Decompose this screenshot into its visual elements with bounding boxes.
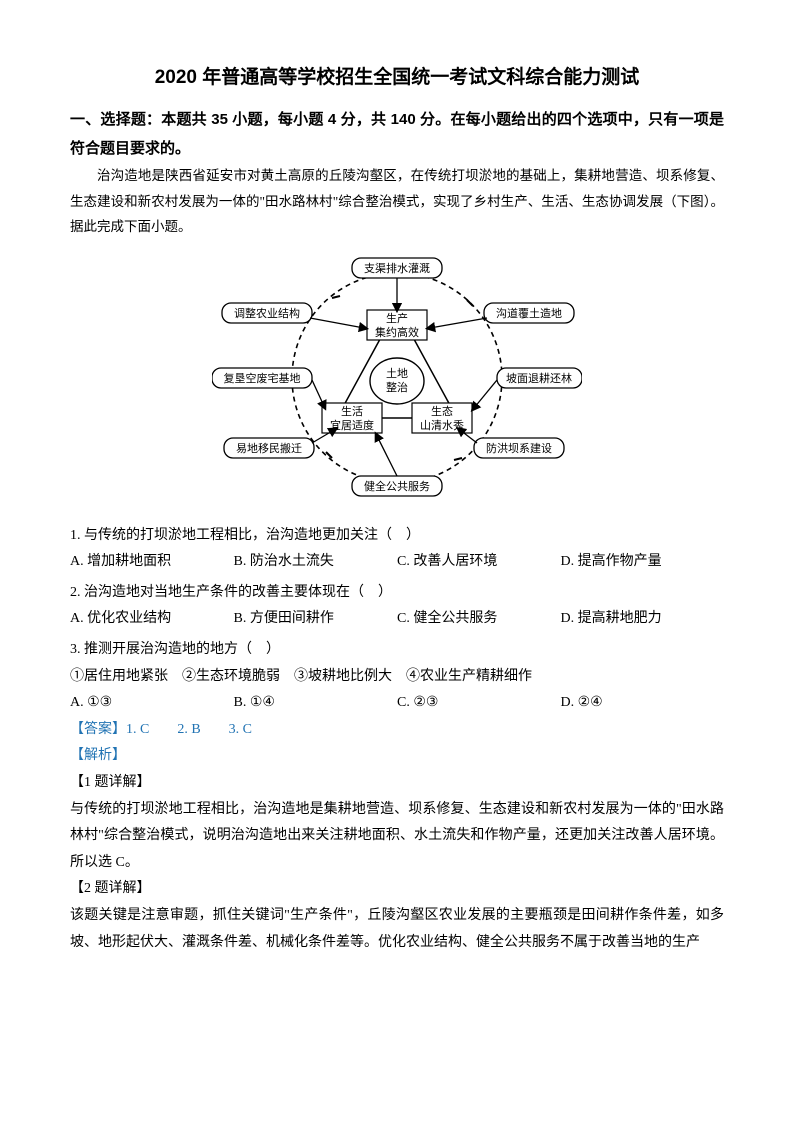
outer-1: 沟道覆土造地	[496, 306, 562, 320]
q1-opt-a: A. 增加耕地面积	[70, 549, 234, 576]
tri-top-2: 集约高效	[375, 325, 419, 339]
e1-body: 与传统的打坝淤地工程相比，治沟造地是集耕地营造、坝系修复、生态建设和新农村发展为…	[70, 797, 724, 877]
outer-6: 复垦空废宅基地	[224, 371, 301, 385]
q2-opt-a: A. 优化农业结构	[70, 606, 234, 633]
q1-opt-d: D. 提高作物产量	[561, 549, 725, 576]
outer-3: 防洪坝系建设	[486, 441, 552, 455]
q2-options: A. 优化农业结构 B. 方便田间耕作 C. 健全公共服务 D. 提高耕地肥力	[70, 606, 724, 633]
tri-left-2: 宜居适度	[330, 418, 374, 432]
flow-diagram-svg: 土地 整治 生产 集约高效 生活 宜居适度 生态 山清水秀 支渠排水灌溉 沟道覆…	[212, 248, 582, 508]
e2-body: 该题关键是注意审题，抓住关键词"生产条件"，丘陵沟壑区农业发展的主要瓶颈是田间耕…	[70, 903, 724, 956]
tri-right-1: 生态	[431, 404, 453, 418]
center-label-2: 整治	[386, 380, 408, 394]
outer-0: 支渠排水灌溉	[364, 261, 430, 275]
explain-label: 【解析】	[70, 743, 724, 770]
q3-sub: ①居住用地紧张 ②生态环境脆弱 ③坡耕地比例大 ④农业生产精耕细作	[70, 664, 724, 691]
q1-opt-b: B. 防治水土流失	[234, 549, 398, 576]
page-title: 2020 年普通高等学校招生全国统一考试文科综合能力测试	[70, 60, 724, 96]
outer-7: 调整农业结构	[234, 306, 300, 320]
e2-head: 【2 题详解】	[70, 876, 724, 903]
outer-5: 易地移民搬迁	[236, 441, 302, 455]
q3-opt-d: D. ②④	[561, 690, 725, 717]
q2-opt-c: C. 健全公共服务	[397, 606, 561, 633]
q3-stem: 3. 推测开展治沟造地的地方（ ）	[70, 637, 724, 664]
intro-paragraph: 治沟造地是陕西省延安市对黄土高原的丘陵沟壑区，在传统打坝淤地的基础上，集耕地营造…	[70, 163, 724, 240]
q3-options: A. ①③ B. ①④ C. ②③ D. ②④	[70, 690, 724, 717]
diagram: 土地 整治 生产 集约高效 生活 宜居适度 生态 山清水秀 支渠排水灌溉 沟道覆…	[70, 248, 724, 519]
q2-stem: 2. 治沟造地对当地生产条件的改善主要体现在（ ）	[70, 580, 724, 607]
q2-opt-b: B. 方便田间耕作	[234, 606, 398, 633]
q3-opt-b: B. ①④	[234, 690, 398, 717]
q3-opt-c: C. ②③	[397, 690, 561, 717]
tri-left-1: 生活	[341, 404, 363, 418]
center-label-1: 土地	[386, 367, 408, 380]
outer-2: 坡面退耕还林	[506, 371, 572, 385]
q1-stem: 1. 与传统的打坝淤地工程相比，治沟造地更加关注（ ）	[70, 523, 724, 550]
e1-head: 【1 题详解】	[70, 770, 724, 797]
section-heading: 一、选择题：本题共 35 小题，每小题 4 分，共 140 分。在每小题给出的四…	[70, 106, 724, 163]
q2-opt-d: D. 提高耕地肥力	[561, 606, 725, 633]
q3-opt-a: A. ①③	[70, 690, 234, 717]
tri-top-1: 生产	[386, 311, 408, 325]
q1-options: A. 增加耕地面积 B. 防治水土流失 C. 改善人居环境 D. 提高作物产量	[70, 549, 724, 576]
tri-right-2: 山清水秀	[420, 419, 464, 432]
outer-4: 健全公共服务	[364, 479, 430, 493]
q1-opt-c: C. 改善人居环境	[397, 549, 561, 576]
answers: 【答案】1. C 2. B 3. C	[70, 717, 724, 744]
